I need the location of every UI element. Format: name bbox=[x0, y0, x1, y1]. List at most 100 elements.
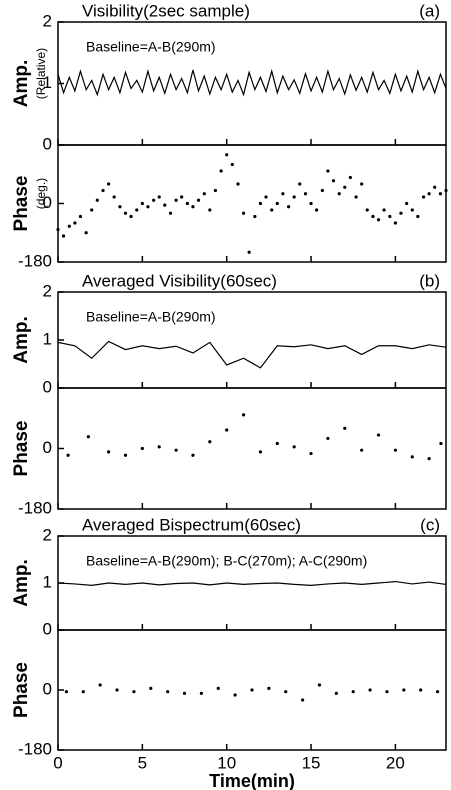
phase-point bbox=[157, 445, 161, 449]
panel-title: Averaged Bispectrum(60sec) bbox=[82, 515, 301, 534]
phase-point bbox=[123, 211, 128, 215]
phase-point bbox=[292, 445, 296, 449]
phase-point bbox=[213, 188, 217, 193]
phase-point bbox=[419, 688, 423, 692]
phase-point bbox=[152, 198, 156, 202]
phase-point bbox=[309, 451, 313, 456]
y-axis-label: Phase bbox=[11, 176, 32, 232]
y-tick-label: 1 bbox=[43, 329, 52, 348]
phase-point bbox=[90, 208, 94, 212]
phase-point bbox=[287, 205, 291, 209]
panel-title: Visibility(2sec sample) bbox=[82, 1, 250, 20]
y-tick-label: 1 bbox=[43, 572, 52, 591]
amplitude-line bbox=[57, 580, 447, 586]
phase-point bbox=[233, 693, 237, 697]
phase-point bbox=[421, 195, 426, 199]
phase-point bbox=[385, 690, 389, 694]
phase-point bbox=[123, 453, 128, 457]
x-tick-label: 10 bbox=[217, 753, 236, 772]
phase-point bbox=[146, 205, 150, 209]
phase-point bbox=[275, 441, 279, 446]
phase-point bbox=[180, 195, 184, 199]
amplitude-line bbox=[57, 68, 447, 97]
phase-point bbox=[225, 153, 229, 157]
phase-point bbox=[435, 690, 440, 694]
phase-point bbox=[439, 441, 443, 446]
phase-point bbox=[427, 456, 431, 461]
x-tick-label: 5 bbox=[138, 753, 147, 772]
phase-point bbox=[67, 224, 71, 228]
x-tick-label: 20 bbox=[386, 753, 405, 772]
phase-point bbox=[241, 211, 246, 215]
phase-point bbox=[196, 198, 201, 202]
annotation: Baseline=A-B(290m); B-C(270m); A-C(290m) bbox=[86, 553, 367, 569]
y-tick-label: -180 bbox=[18, 498, 52, 517]
x-axis-label: Time(min) bbox=[209, 771, 295, 790]
y-tick-label: 1 bbox=[43, 73, 52, 92]
panel-label: (c) bbox=[420, 515, 440, 534]
phase-point bbox=[326, 169, 330, 173]
phase-point bbox=[98, 683, 102, 687]
phase-point bbox=[438, 192, 443, 196]
phase-point bbox=[107, 182, 111, 186]
phase-point bbox=[225, 428, 229, 432]
phase-point bbox=[236, 182, 240, 186]
phase-point bbox=[253, 214, 257, 219]
phase-point bbox=[267, 686, 271, 690]
phase-point bbox=[303, 192, 308, 196]
phase-point bbox=[129, 214, 133, 219]
y-tick-label: 0 bbox=[43, 193, 52, 212]
panel-label: (b) bbox=[419, 271, 440, 290]
phase-point bbox=[140, 201, 144, 206]
annotation: Baseline=A-B(290m) bbox=[86, 309, 216, 325]
phase-point bbox=[402, 688, 406, 692]
phase-point bbox=[427, 192, 431, 196]
phase-point bbox=[275, 201, 279, 206]
phase-point bbox=[56, 227, 60, 232]
y-tick-label: 0 bbox=[43, 377, 52, 396]
panel-title: Averaged Visibility(60sec) bbox=[82, 271, 277, 290]
phase-point bbox=[309, 201, 313, 206]
y-tick-label: 2 bbox=[43, 525, 52, 544]
phase-point bbox=[182, 691, 187, 695]
phase-point bbox=[334, 691, 338, 695]
y-axis-label: Amp. bbox=[11, 559, 32, 607]
phase-point bbox=[405, 201, 409, 206]
phase-point bbox=[331, 179, 336, 183]
phase-point bbox=[174, 448, 178, 452]
phase-point bbox=[354, 195, 358, 199]
y-axis-label: Amp. bbox=[11, 316, 32, 364]
phase-point bbox=[149, 686, 153, 690]
phase-point bbox=[230, 162, 234, 167]
phase-point bbox=[199, 691, 203, 695]
phase-point bbox=[360, 448, 364, 452]
phase-point bbox=[163, 203, 167, 207]
y-tick-label: 2 bbox=[43, 281, 52, 300]
phase-point bbox=[343, 426, 347, 430]
phase-point bbox=[140, 446, 144, 451]
y-axis-unit: (deg.) bbox=[34, 178, 48, 209]
phase-point bbox=[174, 198, 178, 202]
phase-point bbox=[101, 188, 105, 193]
phase-point bbox=[284, 690, 288, 694]
phase-point bbox=[410, 208, 414, 212]
phase-point bbox=[393, 448, 397, 452]
phase-point bbox=[64, 690, 69, 694]
phase-point bbox=[270, 208, 274, 212]
phase-point bbox=[202, 192, 206, 196]
phase-point bbox=[157, 195, 161, 199]
phase-point bbox=[393, 221, 397, 225]
phase-point bbox=[326, 436, 330, 441]
phase-point bbox=[185, 201, 189, 206]
phase-point bbox=[410, 455, 414, 459]
phase-point bbox=[365, 208, 369, 212]
axes-frame bbox=[57, 144, 447, 263]
amplitude-line bbox=[57, 340, 447, 369]
phase-point bbox=[166, 690, 170, 694]
phase-point bbox=[135, 208, 139, 212]
phase-point bbox=[86, 435, 90, 439]
phase-point bbox=[219, 169, 223, 173]
phase-point bbox=[376, 433, 381, 437]
phase-point bbox=[264, 195, 268, 199]
phase-point bbox=[78, 214, 83, 219]
